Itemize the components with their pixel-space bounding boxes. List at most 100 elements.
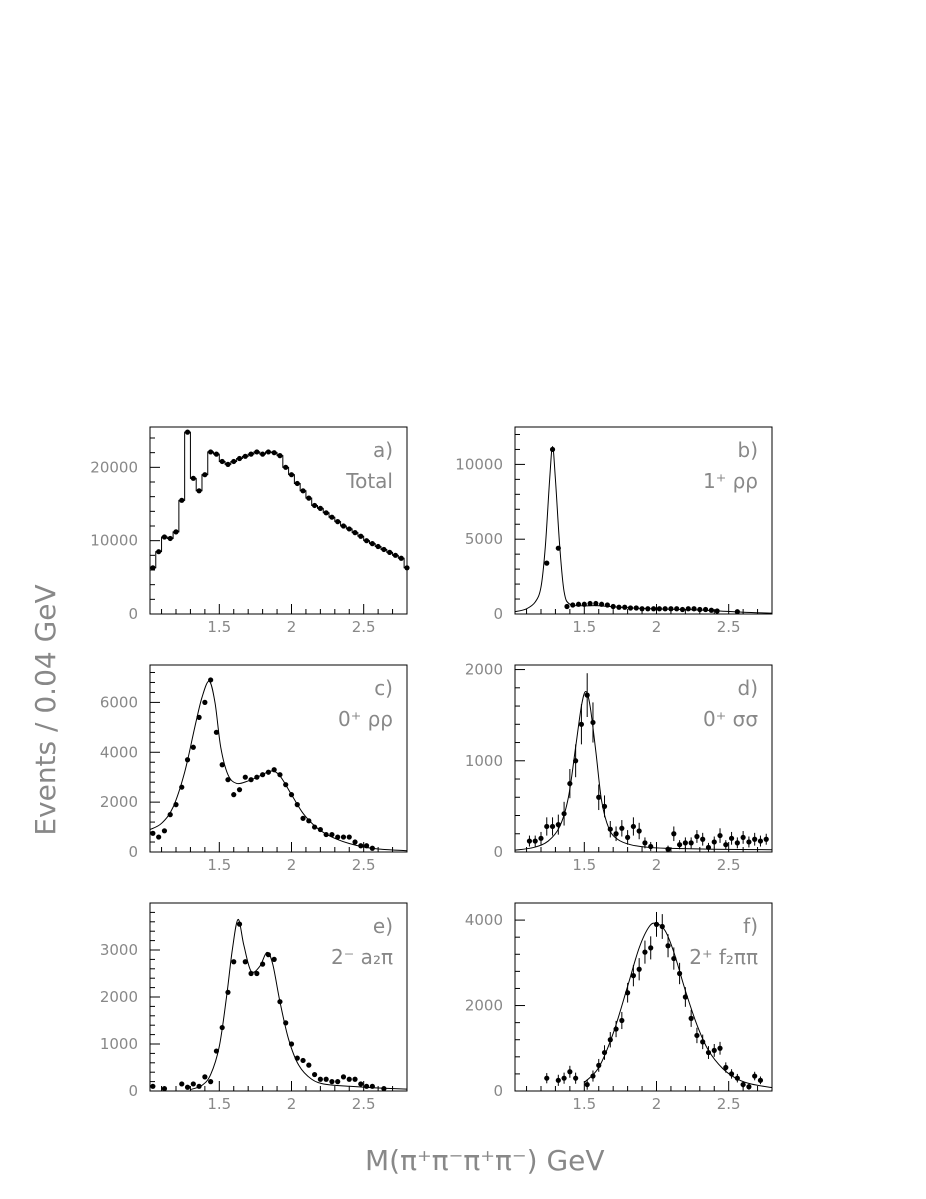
data-point xyxy=(607,1037,613,1043)
data-point xyxy=(369,541,375,547)
panel-label: 0⁺ σσ xyxy=(703,707,758,731)
x-tick-label: 1.5 xyxy=(572,1095,596,1113)
data-point xyxy=(570,602,576,608)
y-tick-label: 20000 xyxy=(90,458,138,476)
data-point xyxy=(265,769,271,775)
x-tick-label: 2 xyxy=(652,618,662,636)
data-point xyxy=(555,1077,561,1083)
x-tick-label: 2 xyxy=(652,856,662,874)
data-point xyxy=(700,1039,706,1045)
data-point xyxy=(340,523,347,529)
data-point xyxy=(311,1071,318,1078)
data-point xyxy=(306,495,312,501)
data-point xyxy=(676,970,683,977)
data-point xyxy=(599,601,605,607)
data-point xyxy=(184,429,191,435)
data-point xyxy=(625,990,631,996)
data-point xyxy=(567,780,573,787)
data-point xyxy=(544,1075,550,1081)
data-point xyxy=(179,497,185,503)
y-tick-label: 0 xyxy=(493,1082,503,1100)
data-point xyxy=(288,1041,295,1047)
data-point xyxy=(352,1076,358,1082)
data-point xyxy=(288,472,295,478)
data-point xyxy=(346,526,352,532)
data-point xyxy=(694,1032,700,1039)
data-point xyxy=(746,839,752,845)
data-point xyxy=(156,834,162,840)
data-point xyxy=(150,565,156,571)
panel-b: 1.5 2 2.5 0 5000 10000 b) 1⁺ ρρ xyxy=(455,426,773,636)
data-point xyxy=(358,1081,364,1087)
data-point xyxy=(526,838,533,844)
plot-frame xyxy=(514,902,773,1092)
data-point xyxy=(740,834,746,841)
data-point xyxy=(208,449,214,455)
panel-label: a) xyxy=(373,438,393,462)
panel-label: d) xyxy=(738,676,759,700)
y-tick-label: 1000 xyxy=(100,1035,138,1053)
data-point xyxy=(242,453,248,459)
data-point xyxy=(231,959,237,965)
data-point xyxy=(601,803,608,809)
data-point xyxy=(363,1083,370,1089)
data-point xyxy=(271,956,277,963)
y-axis-title: Events / 0.04 GeV xyxy=(29,584,62,835)
data-point xyxy=(538,835,544,841)
y-tick-label: 4000 xyxy=(100,743,138,761)
y-tick-label: 1000 xyxy=(465,752,503,770)
data-point xyxy=(352,839,358,845)
y-tick-label: 0 xyxy=(128,605,138,623)
x-tick-label: 1.5 xyxy=(572,856,596,874)
data-point xyxy=(584,692,590,698)
data-point xyxy=(688,1015,694,1021)
data-point xyxy=(225,461,231,467)
data-point xyxy=(179,784,185,790)
data-point xyxy=(544,560,550,566)
data-point xyxy=(596,1062,602,1068)
data-point xyxy=(381,546,387,553)
data-point xyxy=(648,843,654,850)
data-point xyxy=(642,949,648,955)
data-point xyxy=(329,1079,335,1085)
data-point xyxy=(555,545,561,551)
data-point xyxy=(317,826,323,833)
data-point xyxy=(700,836,706,842)
data-point xyxy=(300,1057,306,1064)
data-point xyxy=(358,843,364,849)
data-point xyxy=(236,921,243,927)
data-point xyxy=(688,840,694,846)
data-point xyxy=(150,1083,156,1089)
x-tick-label: 2 xyxy=(287,856,297,874)
data-point xyxy=(668,606,674,612)
plot-frame xyxy=(149,664,408,853)
data-point xyxy=(173,802,179,808)
data-point xyxy=(311,502,318,509)
y-tick-label: 2000 xyxy=(465,997,503,1015)
data-point xyxy=(734,609,740,615)
data-point xyxy=(573,758,579,764)
data-point xyxy=(575,601,582,607)
data-point xyxy=(714,608,720,614)
data-point xyxy=(581,601,587,607)
data-point xyxy=(219,458,225,465)
data-point xyxy=(346,1076,352,1082)
panel-label: 2⁺ f₂ππ xyxy=(689,945,758,969)
data-point xyxy=(613,1026,619,1032)
data-point xyxy=(392,552,399,558)
data-point xyxy=(564,603,570,610)
data-point xyxy=(242,959,248,965)
data-point xyxy=(613,831,619,837)
data-point xyxy=(567,1069,573,1075)
data-point xyxy=(161,534,168,540)
data-point xyxy=(190,1081,196,1087)
data-point xyxy=(294,1055,300,1061)
data-point xyxy=(674,606,680,612)
data-point xyxy=(757,838,764,844)
data-point xyxy=(352,530,358,536)
data-point xyxy=(317,505,323,511)
data-point xyxy=(260,772,266,778)
data-point xyxy=(728,835,735,841)
data-point xyxy=(387,549,393,556)
data-point xyxy=(196,488,202,494)
